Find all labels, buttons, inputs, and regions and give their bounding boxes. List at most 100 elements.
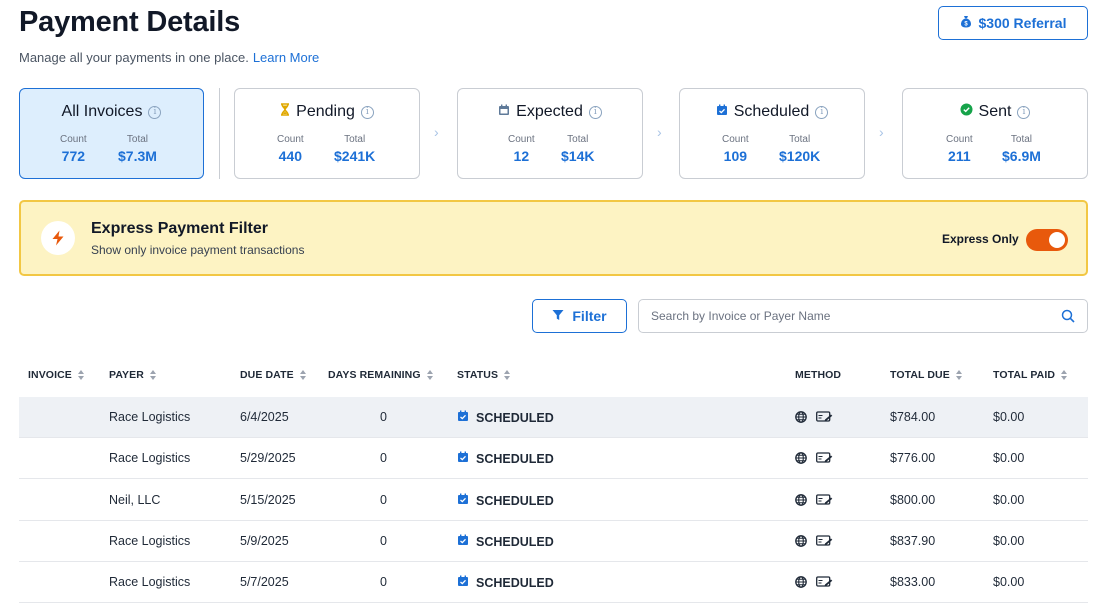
total-value: $120K <box>779 148 821 164</box>
express-payment-banner: Express Payment Filter Show only invoice… <box>19 200 1088 276</box>
total-paid-cell: $0.00 <box>993 493 1025 507</box>
method-cell <box>795 411 833 426</box>
sort-icon[interactable] <box>299 370 306 380</box>
express-description: Show only invoice payment transactions <box>91 243 305 257</box>
status-cell: SCHEDULED <box>457 575 554 590</box>
credit-card-icon <box>816 494 833 509</box>
card-title: Expected <box>516 103 583 120</box>
page-title: Payment Details <box>19 6 241 38</box>
total-value: $6.9M <box>1002 148 1041 164</box>
card-divider <box>219 88 220 179</box>
sort-icon[interactable] <box>504 370 511 380</box>
status-badge: SCHEDULED <box>476 493 554 508</box>
card-all-invoices[interactable]: All Invoices i Count 772 Total $7.3M <box>19 88 204 179</box>
toggle-knob <box>1049 232 1065 248</box>
column-header-invoice[interactable]: INVOICE <box>28 369 84 381</box>
learn-more-link[interactable]: Learn More <box>252 50 320 65</box>
express-only-toggle[interactable] <box>1026 229 1068 251</box>
column-label: INVOICE <box>28 369 72 381</box>
days-remaining-cell: 0 <box>380 534 387 548</box>
due-date-cell: 5/29/2025 <box>240 451 296 465</box>
money-bag-icon: $ <box>960 15 972 31</box>
due-date-cell: 5/15/2025 <box>240 493 296 507</box>
total-paid-cell: $0.00 <box>993 534 1025 548</box>
count-label: Count <box>277 134 304 145</box>
chevron-right-icon: › <box>434 124 439 140</box>
calendar-check-icon <box>457 575 469 590</box>
payer-cell: Race Logistics <box>109 410 191 424</box>
column-header-payer[interactable]: PAYER <box>109 369 156 381</box>
count-label: Count <box>946 134 973 145</box>
status-cell: SCHEDULED <box>457 534 554 549</box>
sort-icon[interactable] <box>955 370 962 380</box>
info-icon[interactable]: i <box>588 105 602 119</box>
total-value: $14K <box>561 148 595 164</box>
count-label: Count <box>508 134 535 145</box>
card-scheduled[interactable]: Scheduled i Count 109 Total $120K <box>679 88 865 179</box>
status-cell: SCHEDULED <box>457 410 554 425</box>
count-label: Count <box>722 134 749 145</box>
due-date-cell: 6/4/2025 <box>240 410 289 424</box>
method-cell <box>795 535 833 550</box>
payer-cell: Race Logistics <box>109 575 191 589</box>
calendar-check-icon <box>457 534 469 549</box>
info-icon[interactable]: i <box>360 105 374 119</box>
column-header-due-date[interactable]: DUE DATE <box>240 369 306 381</box>
status-badge: SCHEDULED <box>476 451 554 466</box>
hourglass-icon <box>280 103 290 121</box>
table-row[interactable]: Race Logistics 6/4/2025 0 SCHEDULED $784.00 $… <box>19 397 1088 438</box>
column-header-total-due[interactable]: TOTAL DUE <box>890 369 962 381</box>
column-header-method: METHOD <box>795 369 841 381</box>
page-subtitle: Manage all your payments in one place. Le… <box>19 50 319 65</box>
table-row[interactable]: Neil, LLC 5/15/2025 0 SCHEDULED $800.00 $0.00 <box>19 480 1088 521</box>
card-sent[interactable]: Sent i Count 211 Total $6.9M <box>902 88 1088 179</box>
total-due-cell: $833.00 <box>890 575 936 589</box>
column-label: METHOD <box>795 369 842 381</box>
column-label: DAYS REMAINING <box>328 369 421 381</box>
sort-icon[interactable] <box>77 370 84 380</box>
payer-cell: Neil, LLC <box>109 493 161 507</box>
column-header-total-paid[interactable]: TOTAL PAID <box>993 369 1068 381</box>
table-row[interactable]: Race Logistics 5/7/2025 0 SCHEDULED $833.00 $… <box>19 562 1088 603</box>
info-icon[interactable]: i <box>1017 105 1031 119</box>
table-row[interactable]: Race Logistics 5/9/2025 0 SCHEDULED $837.90 $… <box>19 521 1088 562</box>
card-title: Sent <box>978 103 1012 120</box>
column-label: STATUS <box>457 369 499 381</box>
check-circle-icon <box>960 103 973 121</box>
count-label: Count <box>60 134 87 145</box>
info-icon[interactable]: i <box>815 105 829 119</box>
days-remaining-cell: 0 <box>380 451 387 465</box>
method-cell <box>795 494 833 509</box>
svg-text:$: $ <box>964 22 968 28</box>
sort-icon[interactable] <box>426 370 433 380</box>
count-value: 772 <box>61 148 86 164</box>
calendar-check-icon <box>457 410 469 425</box>
table-row[interactable]: Race Logistics 5/29/2025 0 SCHEDULED $776.00… <box>19 438 1088 479</box>
search-box <box>638 299 1088 333</box>
search-input[interactable] <box>639 300 1049 332</box>
express-toggle-label: Express Only <box>942 232 1019 246</box>
status-badge: SCHEDULED <box>476 410 554 425</box>
total-due-cell: $776.00 <box>890 451 936 465</box>
sort-icon[interactable] <box>149 370 156 380</box>
search-icon[interactable] <box>1061 309 1075 328</box>
referral-button[interactable]: $ $300 Referral <box>938 6 1088 40</box>
calendar-check-icon <box>457 451 469 466</box>
total-label: Total <box>789 134 811 145</box>
column-header-status[interactable]: STATUS <box>457 369 511 381</box>
filter-button[interactable]: Filter <box>532 299 627 333</box>
info-icon[interactable]: i <box>148 105 162 119</box>
total-label: Total <box>344 134 366 145</box>
globe-icon <box>795 494 807 509</box>
column-label: DUE DATE <box>240 369 294 381</box>
status-cell: SCHEDULED <box>457 451 554 466</box>
column-header-days-remaining[interactable]: DAYS REMAINING <box>328 369 433 381</box>
referral-label: $300 Referral <box>978 15 1067 31</box>
card-pending[interactable]: Pending i Count 440 Total $241K <box>234 88 420 179</box>
sort-icon[interactable] <box>1061 370 1068 380</box>
card-expected[interactable]: Expected i Count 12 Total $14K <box>457 88 643 179</box>
credit-card-icon <box>816 452 833 467</box>
days-remaining-cell: 0 <box>380 410 387 424</box>
credit-card-icon <box>816 576 833 591</box>
express-title: Express Payment Filter <box>91 220 268 237</box>
